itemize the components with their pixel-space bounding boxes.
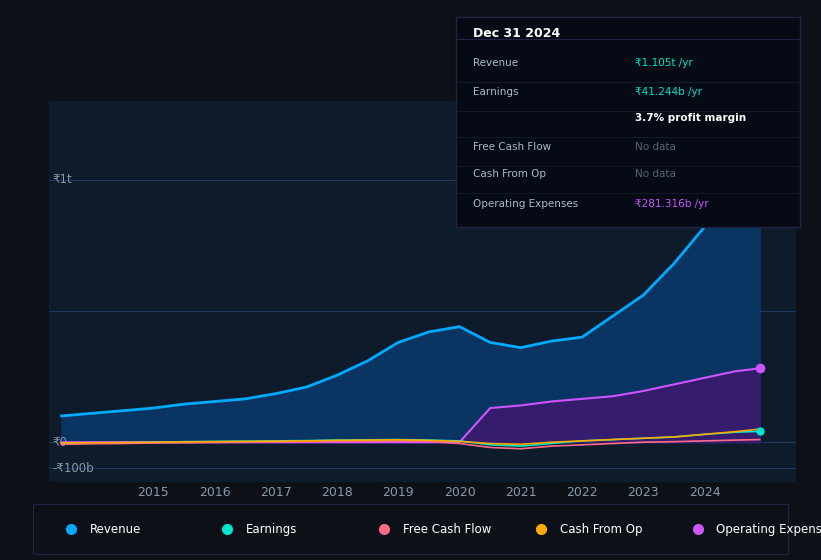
Text: ₹281.316b /yr: ₹281.316b /yr	[635, 199, 709, 209]
Text: ₹1t: ₹1t	[53, 173, 72, 186]
Text: Free Cash Flow: Free Cash Flow	[403, 522, 491, 536]
Text: Earnings: Earnings	[473, 87, 518, 97]
Text: ₹41.244b /yr: ₹41.244b /yr	[635, 87, 702, 97]
Text: Cash From Op: Cash From Op	[473, 169, 546, 179]
Text: No data: No data	[635, 169, 676, 179]
Text: Operating Expenses: Operating Expenses	[473, 199, 578, 209]
Text: Revenue: Revenue	[89, 522, 141, 536]
Text: Revenue: Revenue	[473, 58, 518, 68]
Text: Earnings: Earnings	[246, 522, 297, 536]
Text: Free Cash Flow: Free Cash Flow	[473, 142, 551, 152]
Text: ₹1.105t /yr: ₹1.105t /yr	[635, 58, 693, 68]
Text: Dec 31 2024: Dec 31 2024	[473, 27, 560, 40]
Text: Cash From Op: Cash From Op	[560, 522, 642, 536]
Text: No data: No data	[635, 142, 676, 152]
Text: -₹100b: -₹100b	[53, 462, 94, 475]
Text: Operating Expenses: Operating Expenses	[717, 522, 821, 536]
Text: 3.7% profit margin: 3.7% profit margin	[635, 113, 746, 123]
Text: ₹0: ₹0	[53, 436, 67, 449]
